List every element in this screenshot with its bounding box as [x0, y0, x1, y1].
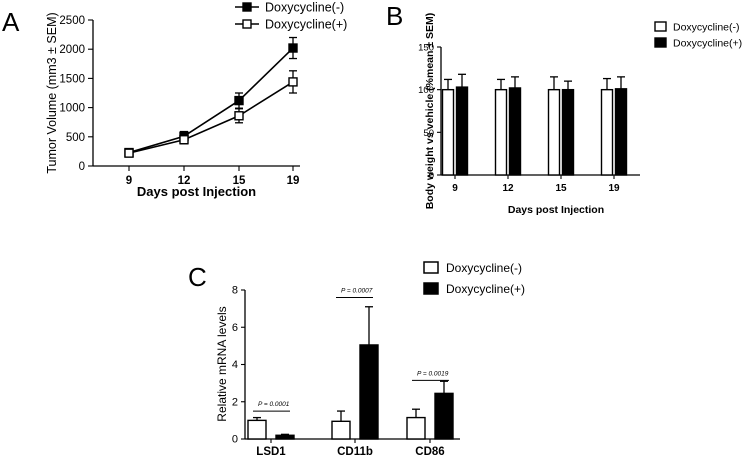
p-value-annotation: P = 0.0019	[417, 370, 449, 377]
data-point	[124, 148, 134, 158]
bar	[494, 88, 508, 176]
panel-letter-a: A	[2, 7, 20, 37]
y-tick-label: 4	[232, 359, 238, 371]
bar	[434, 392, 454, 440]
series-line	[128, 47, 294, 154]
panel-a: A 0 500 1000 1500 2000 2500 9 12 15 19 Days post I…	[2, 1, 347, 200]
bar	[275, 434, 295, 440]
legend-swatch	[423, 261, 439, 274]
legend-marker	[242, 2, 252, 12]
y-tick-label: 1000	[59, 103, 85, 115]
y-tick-label: 8	[232, 285, 238, 297]
panel-c-plot: 0 2 4 6 8 LSD1 CD11b CD86 Relative mRNA levels P …	[215, 261, 525, 456]
panel-c: C 0 2 4 6 8 LSD1 CD11b CD86 Relative mRNA levels…	[188, 261, 525, 456]
legend-swatch	[654, 21, 667, 32]
y-tick-label: 2500	[59, 15, 85, 27]
bar	[600, 88, 614, 176]
legend-label: Doxycycline(-)	[446, 261, 522, 275]
bar	[614, 88, 628, 176]
x-tick-label: 12	[178, 175, 191, 187]
panel-b-plot: 0 50 100 150 9 12 15 19 Days post Injection Body …	[418, 13, 742, 216]
x-tick-label: 15	[233, 175, 246, 187]
panel-letter-c: C	[188, 262, 207, 292]
p-value-annotation: P = 0.0007	[341, 287, 373, 294]
x-tick-label: LSD1	[256, 446, 286, 456]
y-axis-label: Relative mRNA levels	[215, 306, 229, 421]
y-tick-label: 150	[418, 43, 434, 54]
y-tick-label: 2000	[59, 44, 85, 56]
data-point	[288, 43, 298, 53]
y-tick-label: 50	[423, 128, 434, 139]
bar	[247, 419, 267, 440]
bar	[547, 88, 561, 176]
legend-swatch	[423, 282, 439, 295]
legend-label: Doxycycline(+)	[673, 38, 742, 50]
bar	[508, 87, 522, 176]
y-tick-label: 0	[79, 161, 85, 173]
bar	[455, 86, 469, 176]
panel-a-plot: 0 500 1000 1500 2000 2500 9 12 15 19 Days post Inj…	[45, 1, 347, 200]
x-axis-label: Days post Injection	[508, 204, 604, 216]
bar	[406, 416, 426, 440]
y-tick-label: 0	[232, 434, 238, 446]
legend-label: Doxycycline(+)	[446, 282, 525, 296]
y-tick-label: 2	[232, 396, 238, 408]
x-tick-label: CD86	[415, 446, 444, 456]
x-tick-label: 9	[452, 183, 458, 194]
legend-swatch	[654, 37, 667, 48]
data-point	[288, 77, 298, 87]
panel-b: B 0 50 100 150 9 12 15 19 Days post Injection Bod…	[386, 1, 742, 216]
x-axis-label: Days post Injection	[137, 184, 256, 199]
p-value-annotation: P = 0.0001	[258, 401, 290, 408]
legend-marker	[242, 19, 252, 29]
panel-letter-b: B	[386, 1, 403, 31]
y-tick-label: 100	[418, 85, 434, 96]
legend-label: Doxycycline(-)	[673, 22, 740, 34]
bar	[561, 88, 575, 176]
x-tick-label: 15	[555, 183, 567, 194]
x-tick-label: 9	[126, 175, 132, 187]
y-axis-label: Tumor Volume (mm3 ± SEM)	[45, 12, 59, 173]
y-tick-label: 6	[232, 322, 238, 334]
series-line	[128, 81, 294, 154]
x-tick-label: CD11b	[337, 446, 373, 456]
legend-label: Doxycycline(-)	[265, 1, 344, 15]
x-tick-label: 19	[287, 175, 300, 187]
bar	[441, 88, 455, 176]
data-point	[234, 95, 244, 106]
legend-label: Doxycycline(+)	[265, 18, 347, 32]
data-point	[179, 135, 189, 145]
y-axis-label: Body weight vs vehicle (%mean ± SEM)	[424, 13, 436, 210]
bar	[359, 344, 379, 440]
data-point	[234, 111, 244, 121]
y-tick-label: 1500	[59, 73, 85, 85]
bar	[331, 420, 351, 440]
y-tick-label: 500	[66, 132, 85, 144]
x-tick-label: 12	[502, 183, 514, 194]
y-tick-label: 0	[429, 171, 434, 182]
x-tick-label: 19	[608, 183, 620, 194]
